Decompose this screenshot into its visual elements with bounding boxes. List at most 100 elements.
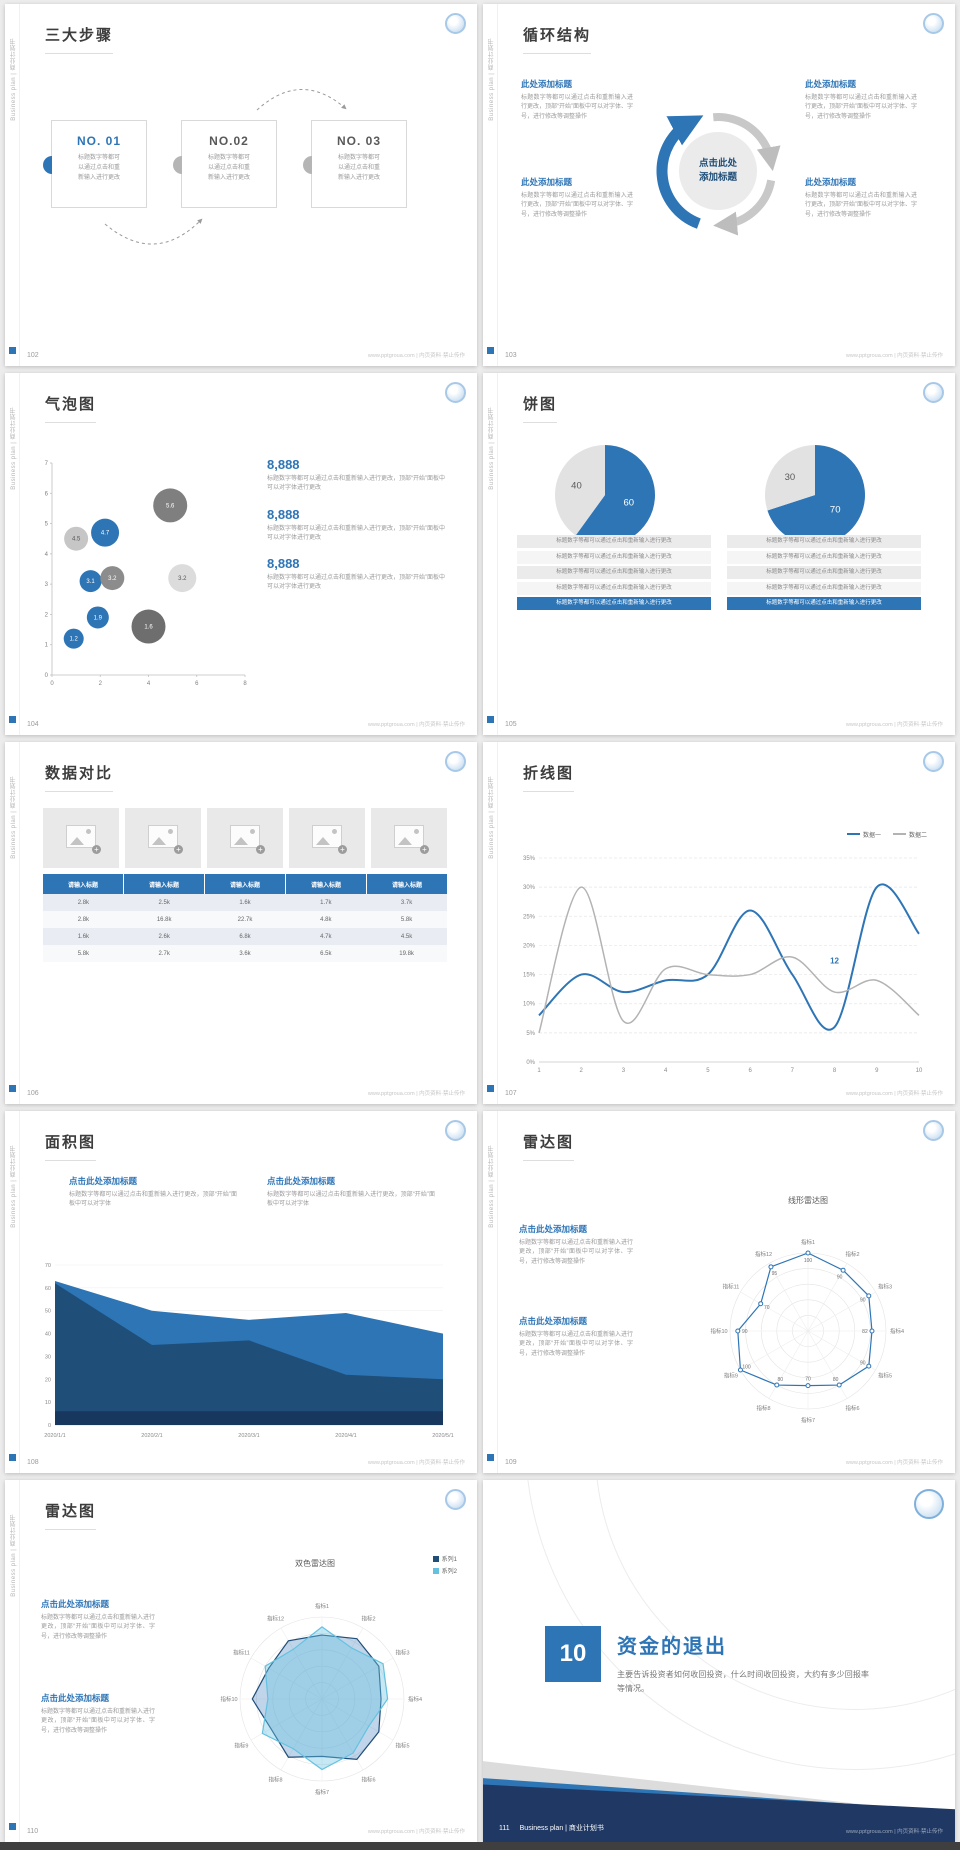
slide-107-line[interactable]: Business plan | 商业计划书 折线图 数据一 数据二 0% 5% 10… [483, 742, 955, 1104]
brand-logo-icon [445, 382, 466, 403]
side-strip-accent [487, 716, 494, 723]
legend-item: 数据一 [846, 830, 881, 839]
svg-text:25%: 25% [523, 914, 536, 920]
image-placeholder[interactable] [371, 808, 447, 868]
svg-text:70: 70 [830, 505, 841, 516]
svg-text:2020/3/1: 2020/3/1 [238, 1433, 259, 1439]
slide-108-area[interactable]: Business plan | 商业计划书 面积图 点击此处添加标题 标题数字等… [5, 1111, 477, 1473]
svg-text:90: 90 [837, 1274, 843, 1280]
stat-value: 8,888 [267, 556, 300, 572]
side-strip: Business plan | 商业计划书 [483, 1111, 498, 1473]
svg-text:40: 40 [45, 1332, 51, 1338]
legend-item: 数据二 [892, 830, 927, 839]
svg-text:4: 4 [664, 1068, 668, 1074]
step-text: 标题数字等都可 以通过点击和重 新输入进行更改 [337, 155, 380, 181]
svg-text:指标7: 指标7 [801, 1416, 815, 1424]
table-cell: 4.8k [285, 911, 367, 928]
side-strip-label: Business plan | 商业计划书 [11, 38, 17, 121]
slide-105-pie[interactable]: Business plan | 商业计划书 饼图 60 40 70 30 标题数字等… [483, 373, 955, 735]
image-placeholder[interactable] [43, 808, 119, 868]
caption-row: 标题数字等都可以通过点击和重新输入进行更改 [727, 566, 921, 579]
step-card-2[interactable]: NO.02 标题数字等都可 以通过点击和重 新输入进行更改 [173, 120, 277, 208]
slide-title: 气泡图 [45, 393, 97, 423]
step-card-1[interactable]: NO. 01 标题数字等都可 以通过点击和重 新输入进行更改 [43, 120, 147, 208]
image-placeholder[interactable] [289, 808, 365, 868]
svg-text:60: 60 [45, 1286, 51, 1292]
brand-logo-icon [923, 13, 944, 34]
step-card-3[interactable]: NO. 03 标题数字等都可 以通过点击和重 新输入进行更改 [303, 120, 407, 208]
image-placeholder[interactable] [207, 808, 283, 868]
side-strip: Business plan | 商业计划书 [5, 4, 20, 366]
svg-text:3: 3 [622, 1068, 626, 1074]
side-strip: Business plan | 商业计划书 [5, 1111, 20, 1473]
svg-text:7: 7 [45, 461, 49, 467]
svg-text:指标6: 指标6 [361, 1776, 375, 1784]
svg-text:4.5: 4.5 [72, 537, 81, 543]
slide-footer: www.pptgroua.com | 内页资料·禁止传作 [367, 722, 465, 728]
step-notch-icon [173, 156, 182, 174]
text-block: 此处添加标题 标题数字等都可以通过点击和重新输入进行更改，顶部“开始”面板中可以… [521, 176, 633, 220]
step-text: 标题数字等都可 以通过点击和重 新输入进行更改 [77, 155, 120, 181]
slide-footer-site: www.pptgroua.com | 内页资料·禁止传作 [845, 1829, 943, 1835]
table-cell: 2.8k [43, 911, 124, 928]
block-heading: 此处添加标题 [521, 79, 573, 89]
svg-text:指标10: 指标10 [220, 1695, 237, 1703]
decor-arc [525, 1480, 955, 1770]
slide-footer: www.pptgroua.com | 内页资料·禁止传作 [367, 1460, 465, 1466]
text-block: 此处添加标题 标题数字等都可以通过点击和重新输入进行更改，顶部“开始”面板中可以… [521, 78, 633, 122]
table-cell: 3.7k [366, 894, 447, 911]
svg-text:2020/2/1: 2020/2/1 [141, 1433, 162, 1439]
svg-text:3: 3 [45, 582, 49, 588]
side-strip-accent [9, 347, 16, 354]
slide-104-bubble[interactable]: Business plan | 商业计划书 气泡图 0 1 2 3 4 5 6 7 0 2 4 6 8 4… [5, 373, 477, 735]
slide-110-radar-dual[interactable]: Business plan | 商业计划书 雷达图 双色雷达图 系列1 系列2 … [5, 1480, 477, 1842]
slide-109-radar-line[interactable]: Business plan | 商业计划书 雷达图 线形雷达图 点击此处添加标题… [483, 1111, 955, 1473]
table-row: 2.8k 16.8k 22.7k 4.8k 5.8k [43, 911, 447, 928]
slide-footer: www.pptgroua.com | 内页资料·禁止传作 [845, 353, 943, 359]
block-heading: 此处添加标题 [521, 177, 573, 187]
area-chart: 0 10 20 30 40 50 60 70 2020/1/1 2020/2/1 2020/3/1 2… [44, 1263, 453, 1439]
block-heading: 此处添加标题 [805, 177, 857, 187]
slide-106-table[interactable]: Business plan | 商业计划书 数据对比 请输入标题请输入标题请输入… [5, 742, 477, 1104]
svg-text:100: 100 [804, 1258, 813, 1264]
slide-footer: www.pptgroua.com | 内页资料·禁止传作 [367, 353, 465, 359]
text-block: 此处添加标题 标题数字等都可以通过点击和重新输入进行更改，顶部“开始”面板中可以… [805, 176, 917, 220]
page-number: 102 [27, 352, 39, 359]
svg-text:95: 95 [772, 1271, 778, 1277]
block-heading: 此处添加标题 [805, 79, 857, 89]
side-strip-label: Business plan | 商业计划书 [489, 1145, 495, 1228]
side-strip-label: Business plan | 商业计划书 [489, 407, 495, 490]
table-header-cell: 请输入标题 [43, 874, 123, 894]
stat-value: 8,888 [267, 506, 300, 522]
chart-subtitle: 双色雷达图 [295, 1559, 335, 1568]
slide-102-three-steps[interactable]: Business plan | 商业计划书 三大步骤 NO. 01 标题数字等都… [5, 4, 477, 366]
slide-111-section[interactable]: 10 资金的退出 主要告诉投资者如何收回投资，什么时间收回投资，大约有多少回报率… [483, 1480, 955, 1842]
image-placeholder[interactable] [125, 808, 201, 868]
series-line-icon [846, 833, 860, 835]
stat-item: 8,888 标题数字等都可以通过点击和重新输入进行更改，顶部“开始”面板中可以对… [267, 556, 445, 593]
svg-text:9: 9 [875, 1068, 879, 1074]
svg-text:70: 70 [764, 1305, 770, 1311]
svg-text:指标2: 指标2 [361, 1614, 375, 1622]
svg-text:指标3: 指标3 [396, 1649, 410, 1657]
block-body: 标题数字等都可以通过点击和重新输入进行更改，顶部“开始”面板中可以对字体、字号，… [519, 1240, 634, 1265]
slide-title: 三大步骤 [45, 24, 114, 54]
image-icon [312, 825, 342, 848]
slide-title: 面积图 [45, 1131, 97, 1161]
table-header-row: 请输入标题 请输入标题 请输入标题 请输入标题 请输入标题 [43, 874, 447, 894]
block-body: 标题数字等都可以通过点击和重新输入进行更改，顶部“开始”面板中可以对字体、字号，… [41, 1615, 156, 1640]
table-cell: 1.6k [204, 894, 286, 911]
pie-chart-2: 70 30 [765, 445, 865, 545]
svg-text:2020/1/1: 2020/1/1 [44, 1433, 65, 1439]
page-number: 111 [499, 1824, 510, 1832]
page-bottom-bar [0, 1842, 960, 1850]
slide-103-cycle[interactable]: Business plan | 商业计划书 循环结构 此处添加标题 标题数字等都… [483, 4, 955, 366]
section-title: 资金的退出 [617, 1636, 727, 1658]
add-image-icon [174, 845, 183, 854]
svg-text:10: 10 [45, 1400, 51, 1406]
svg-text:指标9: 指标9 [234, 1742, 248, 1750]
svg-text:指标11: 指标11 [233, 1649, 250, 1657]
bubble-chart: 0 1 2 3 4 5 6 7 0 2 4 6 8 4.5 4.7 5.6 3.1 3.2 3.2 1.9 1.2 1.6 [45, 461, 248, 687]
stat-item: 8,888 标题数字等都可以通过点击和重新输入进行更改，顶部“开始”面板中可以对… [267, 457, 445, 494]
